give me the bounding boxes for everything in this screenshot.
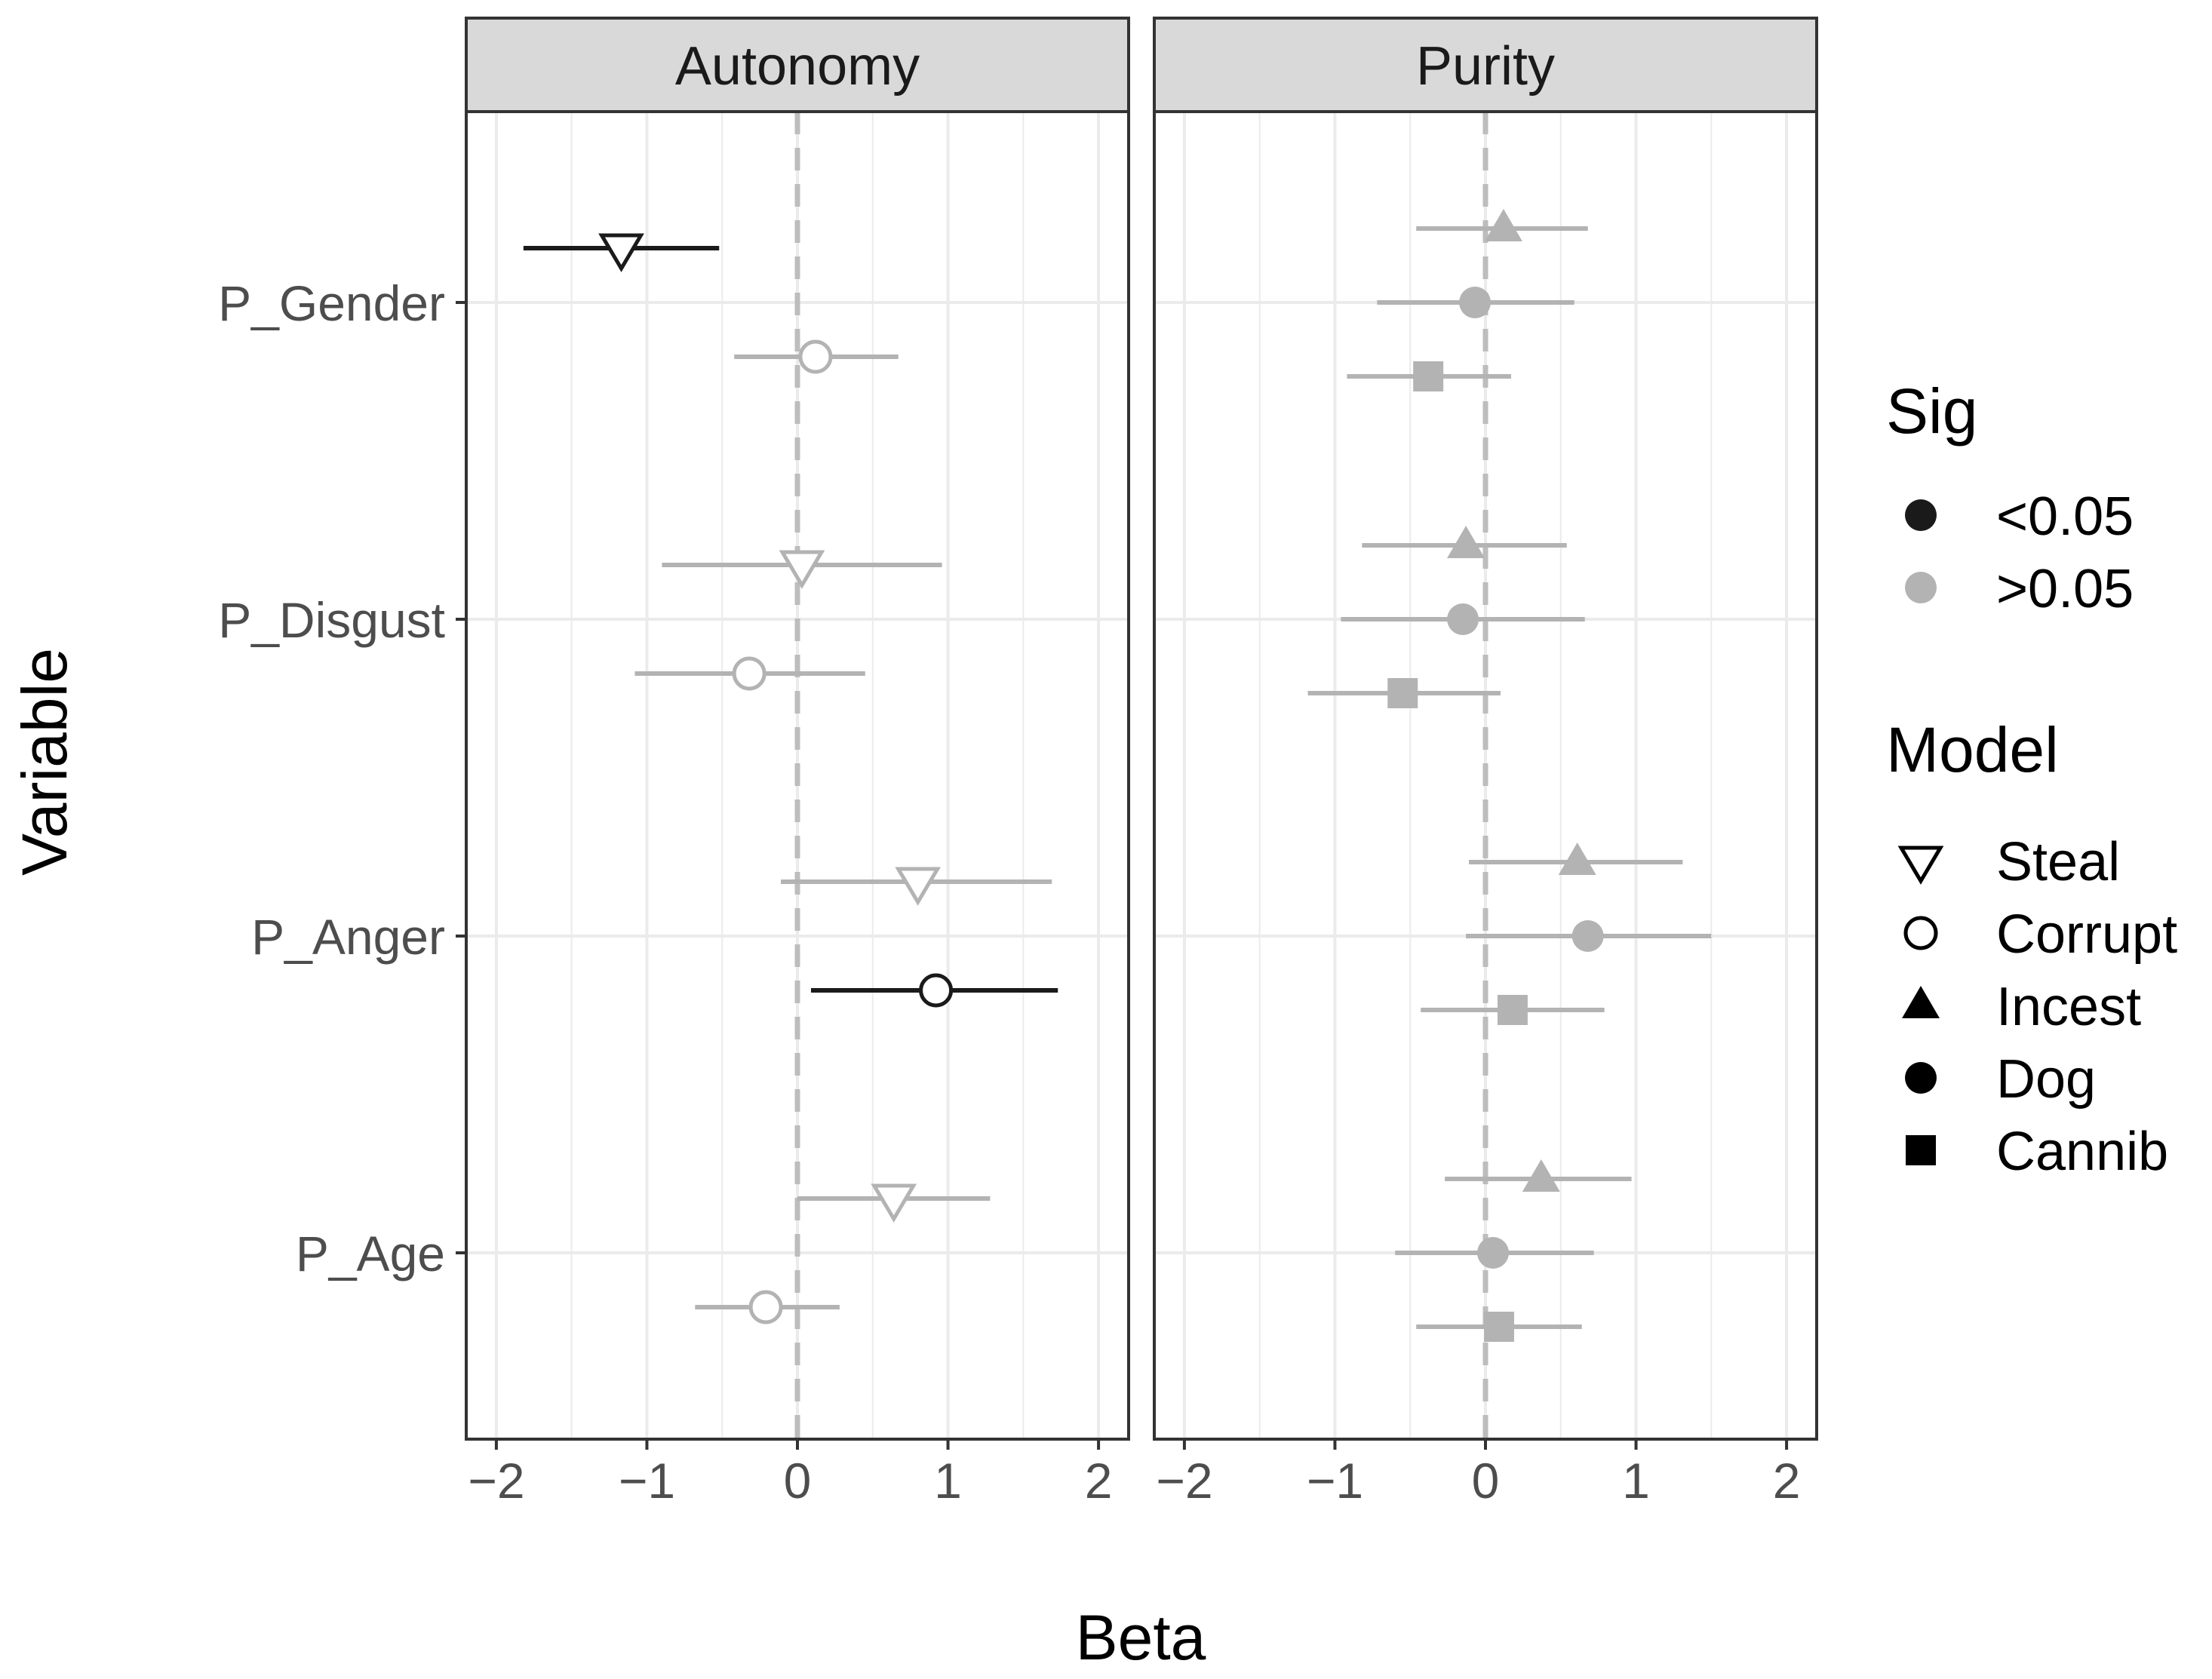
legend-model-label: Incest	[1996, 977, 2141, 1037]
point-cannib-p_anger	[1497, 995, 1528, 1025]
legend-model-key	[1906, 1135, 1936, 1165]
point-corrupt-p_disgust	[732, 656, 767, 691]
y-axis-title: Variable	[9, 648, 80, 876]
x-tick-label: −2	[1156, 1453, 1212, 1509]
strip-label: Purity	[1416, 36, 1555, 97]
x-tick-label: 0	[1472, 1453, 1500, 1509]
legend-model-key	[1897, 846, 1944, 885]
point-cannib-p_gender	[1413, 361, 1444, 391]
y-tick-label: P_Disgust	[218, 592, 445, 648]
y-tick-label: P_Anger	[251, 909, 445, 965]
legend-model-label: Dog	[1996, 1049, 2096, 1110]
strip-background	[465, 17, 1130, 113]
y-tick-label: P_Gender	[218, 275, 445, 331]
legend: Sig <0.05 >0.05 Model Steal Corrupt Incest Dog C…	[1886, 376, 2177, 1182]
x-tick-label: 2	[1773, 1453, 1801, 1509]
panels: Autonomy −2 −1 0 1 2 Purity −2 −1 0 1 2 P_Gender P_Di…	[218, 17, 1818, 1509]
panel-purity: Purity −2 −1 0 1 2	[1153, 17, 1818, 1509]
point-corrupt-p_anger	[919, 973, 954, 1008]
legend-sig-key	[1905, 499, 1937, 531]
x-tick-label: −1	[619, 1453, 675, 1509]
x-tick-label: −2	[468, 1453, 524, 1509]
y-axis: P_Gender P_Disgust P_Anger P_Age	[218, 275, 466, 1282]
point-steal-p_disgust	[779, 550, 825, 589]
legend-sig-label: <0.05	[1996, 487, 2134, 547]
point-cannib-p_age	[1483, 1312, 1514, 1342]
point-cannib-p_disgust	[1387, 678, 1418, 708]
legend-model-label: Cannib	[1996, 1122, 2168, 1182]
legend-sig-title: Sig	[1886, 376, 1977, 447]
legend-model-title: Model	[1886, 714, 2059, 785]
x-tick-label: −1	[1307, 1453, 1363, 1509]
point-incest-p_age	[1522, 1159, 1560, 1192]
legend-sig-key	[1905, 572, 1937, 603]
point-dog-p_disgust	[1447, 603, 1479, 635]
strip-label: Autonomy	[675, 36, 920, 97]
legend-model-label: Corrupt	[1996, 904, 2177, 965]
point-steal-p_gender	[598, 233, 644, 272]
x-tick-label: 0	[784, 1453, 812, 1509]
x-tick-label: 1	[934, 1453, 962, 1509]
point-incest-p_disgust	[1447, 526, 1485, 558]
point-dog-p_anger	[1571, 920, 1604, 952]
legend-model-key	[1903, 916, 1938, 950]
strip-background	[1153, 17, 1818, 113]
y-tick-label: P_Age	[296, 1226, 445, 1282]
point-steal-p_anger	[895, 867, 942, 906]
point-corrupt-p_gender	[798, 339, 833, 374]
x-tick-label: 1	[1622, 1453, 1650, 1509]
legend-model-key	[1902, 986, 1940, 1018]
x-axis-title: Beta	[1076, 1602, 1206, 1673]
point-incest-p_anger	[1558, 843, 1596, 875]
legend-model-label: Steal	[1996, 832, 2120, 892]
point-incest-p_gender	[1484, 209, 1522, 241]
x-tick-label: 2	[1085, 1453, 1113, 1509]
point-corrupt-p_age	[748, 1290, 783, 1324]
point-dog-p_gender	[1459, 287, 1492, 318]
panel-autonomy: Autonomy −2 −1 0 1 2	[465, 17, 1130, 1509]
legend-sig-label: >0.05	[1996, 559, 2134, 619]
point-dog-p_age	[1476, 1237, 1509, 1269]
legend-model-key	[1905, 1062, 1937, 1094]
point-steal-p_age	[871, 1183, 917, 1223]
